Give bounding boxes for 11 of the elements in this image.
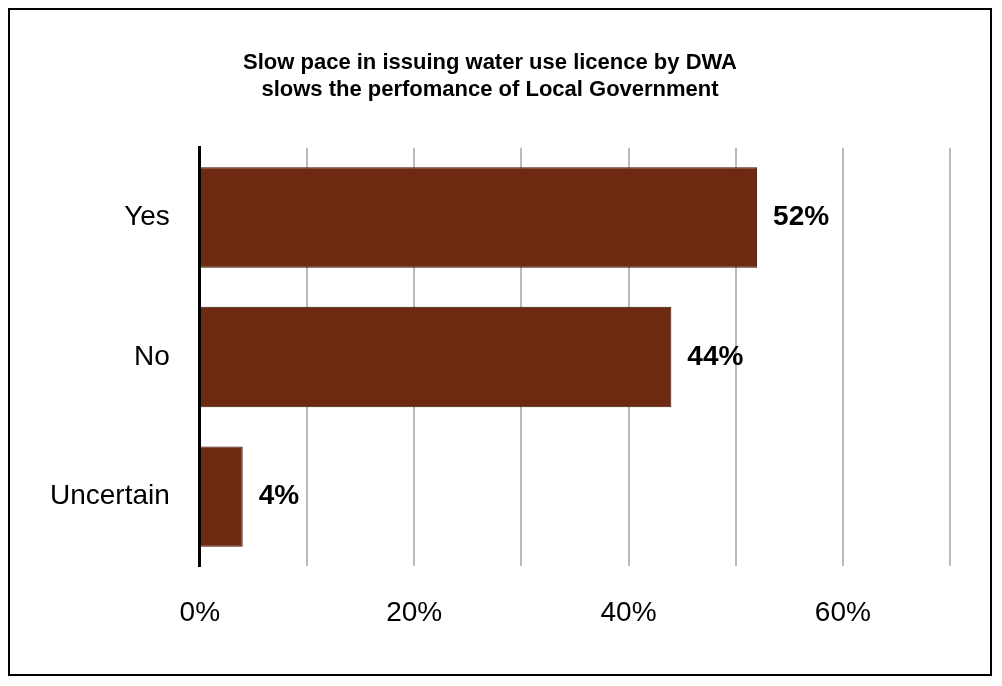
chart-title: Slow pace in issuing water use licence by DWA slows the perfomance of Local Government [243, 49, 738, 101]
data-label: 44% [687, 339, 744, 371]
x-tick-label: 60% [814, 595, 871, 627]
x-tick-label: 20% [386, 595, 443, 627]
x-tick-label: 40% [600, 595, 657, 627]
y-tick-label: Uncertain [49, 479, 170, 511]
y-tick-label: Yes [124, 200, 170, 232]
y-tick-label: No [134, 339, 170, 371]
data-label: 52% [773, 200, 830, 232]
data-label: 4% [258, 479, 300, 511]
x-tick-label: 0% [179, 595, 221, 627]
